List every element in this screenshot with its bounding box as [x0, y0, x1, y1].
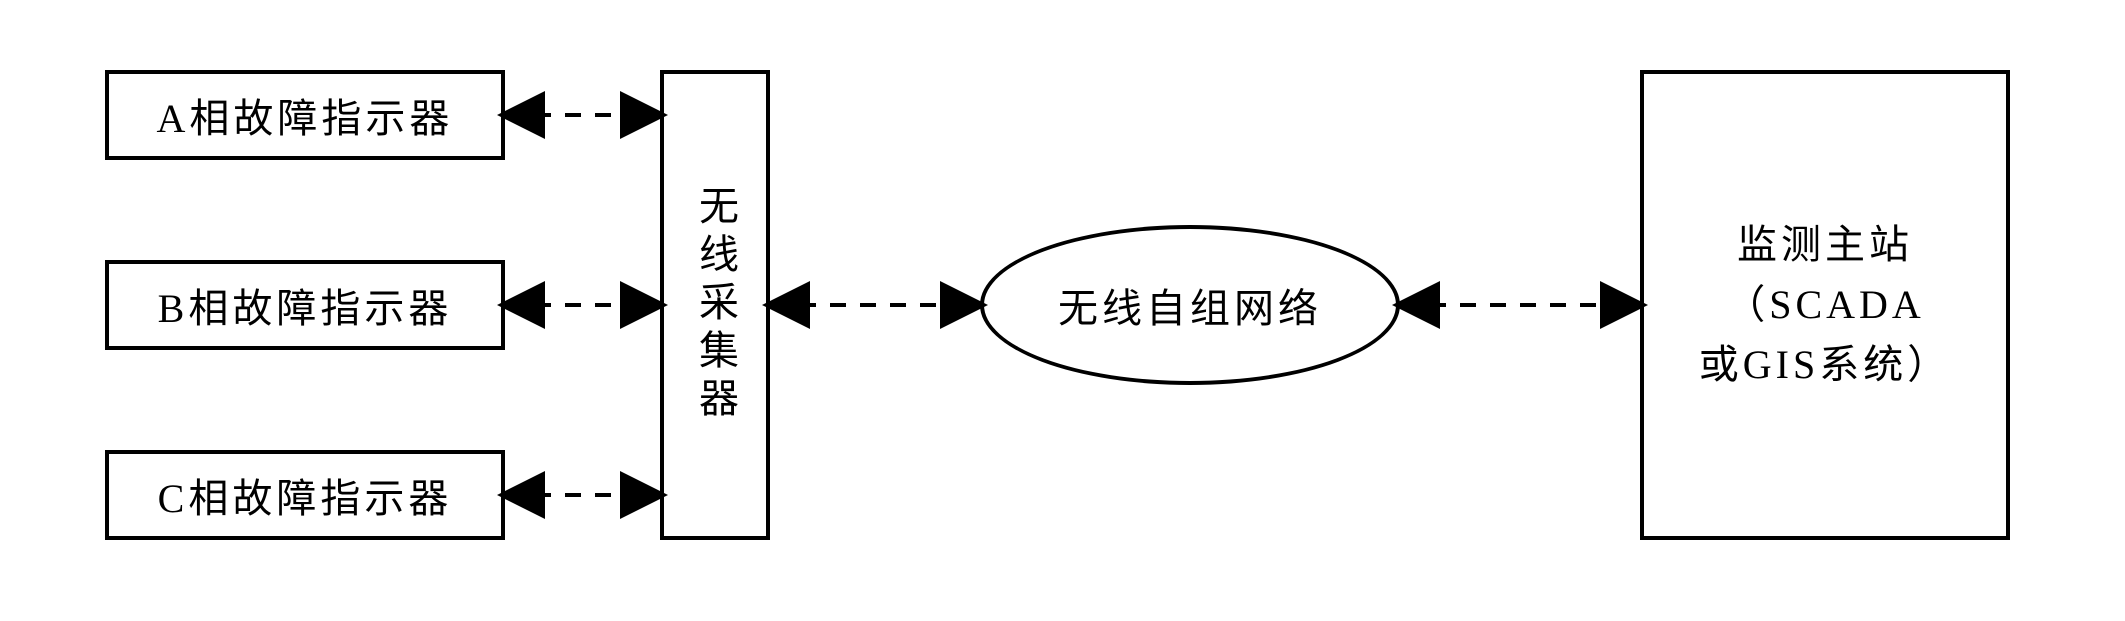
node-phase-b-label: B相故障指示器	[158, 276, 453, 334]
node-network-label: 无线自组网络	[1058, 276, 1322, 334]
node-station-label-1: 监测主站	[1737, 215, 1913, 275]
node-phase-a-label: A相故障指示器	[157, 86, 454, 144]
node-phase-c: C相故障指示器	[105, 450, 505, 540]
node-phase-b: B相故障指示器	[105, 260, 505, 350]
node-station-label-2: （SCADA	[1725, 275, 1925, 335]
node-network: 无线自组网络	[980, 225, 1400, 385]
node-collector-label: 无线采集器	[686, 185, 744, 425]
node-station: 监测主站 （SCADA 或GIS系统）	[1640, 70, 2010, 540]
node-station-label-3: 或GIS系统）	[1699, 335, 1951, 395]
node-phase-a: A相故障指示器	[105, 70, 505, 160]
node-phase-c-label: C相故障指示器	[158, 466, 453, 524]
node-collector: 无线采集器	[660, 70, 770, 540]
